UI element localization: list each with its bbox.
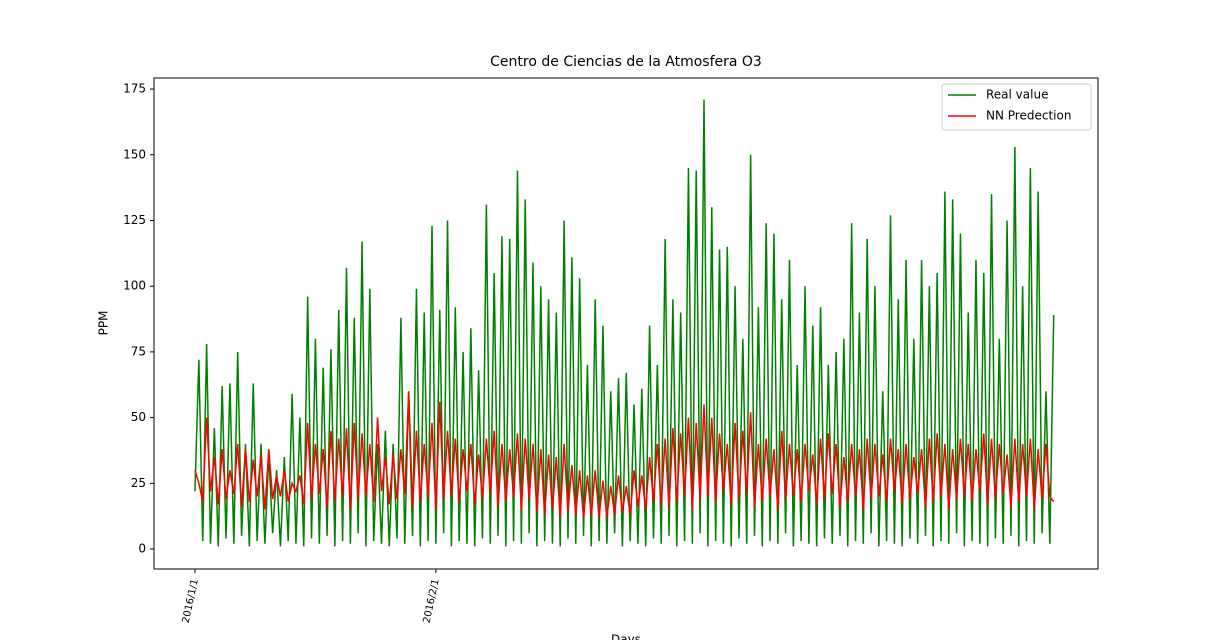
y-tick-label: 25 xyxy=(131,476,146,490)
y-tick-label: 0 xyxy=(138,542,146,556)
y-tick-label: 50 xyxy=(131,410,146,424)
y-tick-label: 125 xyxy=(123,213,146,227)
y-tick-label: 100 xyxy=(123,279,146,293)
y-axis-label: PPM xyxy=(97,311,111,336)
legend-box xyxy=(941,83,1092,131)
legend-label: Real value xyxy=(986,88,1048,102)
plot-frame xyxy=(153,77,1099,570)
legend: Real value NN Predection xyxy=(941,83,1092,131)
x-axis-label: Days xyxy=(611,633,641,640)
series-line xyxy=(194,391,1055,518)
series-line xyxy=(194,99,1055,547)
legend-label: NN Predection xyxy=(986,109,1071,123)
chart-title: Centro de Ciencias de la Atmosfera O3 xyxy=(490,54,762,70)
y-tick-label: 75 xyxy=(131,344,146,358)
x-tick-label: 2016/2/1 xyxy=(422,578,442,624)
y-tick-label: 150 xyxy=(123,147,146,161)
x-tick-label: 2016/1/1 xyxy=(181,578,201,624)
y-tick-label: 175 xyxy=(123,82,146,96)
